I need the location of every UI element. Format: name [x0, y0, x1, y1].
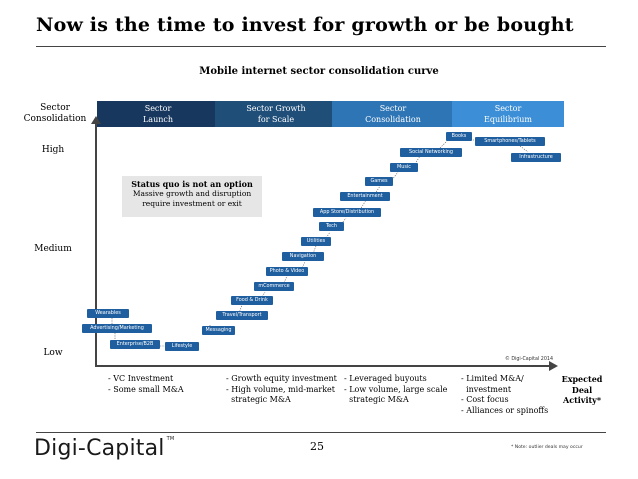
trademark: TM [166, 436, 175, 442]
note-line: - Some small M&A [108, 384, 184, 394]
status-heading: Status quo is not an option [131, 179, 253, 189]
note-line: - Leveraged buyouts [344, 374, 427, 383]
sector-enterprise-b2b: Enterprise/B2B [110, 340, 160, 349]
y-axis-line [95, 122, 97, 367]
sector-food-drink: Food & Drink [231, 296, 273, 305]
logo-text: Digi-Capital [34, 436, 165, 461]
sector-wearables: Wearables [87, 309, 129, 318]
sector-entertainment: Entertainment [340, 192, 390, 201]
sector-social-networking: Social Networking [400, 148, 462, 157]
sector-mcommerce: mCommerce [254, 282, 294, 291]
notes-growth: - Growth equity investment - High volume… [226, 374, 337, 406]
sector-smartphones-tablets: Smartphones/Tablets [475, 137, 545, 146]
sector-tech: Tech [319, 222, 344, 231]
y-axis-title: Sector Consolidation [23, 103, 87, 124]
status-callout: Status quo is not an option Massive grow… [122, 176, 262, 217]
phase-growth: Sector Growth for Scale [215, 101, 337, 127]
notes-consolidation: - Leveraged buyouts - Low volume, large … [344, 374, 447, 406]
note-line: - High volume, mid-market [226, 384, 335, 394]
x-axis-title: Expected Deal Activity* [561, 374, 603, 405]
notes-launch: - VC Investment - Some small M&A [108, 374, 184, 395]
x-axis-line [95, 365, 551, 367]
y-level-medium: Medium [34, 244, 72, 254]
note-line: investment [461, 384, 512, 394]
phase-equilibrium: Sector Equilibrium [452, 101, 564, 127]
sector-utilities: Utilities [301, 237, 331, 246]
y-level-low: Low [43, 348, 63, 358]
title-divider [36, 46, 606, 47]
phase-launch: Sector Launch [97, 101, 219, 127]
note-line: - Alliances or spinoffs [461, 405, 549, 415]
note-line: strategic M&A [344, 395, 409, 404]
sector-photo-video: Photo & Video [266, 267, 308, 276]
sector-games: Games [365, 177, 393, 186]
sector-lifestyle: Lifestyle [165, 342, 199, 351]
footer-divider [36, 432, 606, 433]
page-number: 25 [310, 440, 324, 453]
note-line: - Limited M&A/ [461, 374, 524, 383]
sector-infrastructure: Infrastructure [511, 153, 561, 162]
status-line-2: require investment or exit [142, 199, 242, 208]
sector-advertising-marketing: Advertising/Marketing [82, 324, 152, 333]
sector-messaging: Messaging [202, 326, 235, 335]
phase-consolidation: Sector Consolidation [332, 101, 454, 127]
company-logo: Digi-Capital TM [34, 436, 174, 461]
sector-travel-transport: Travel/Transport [216, 311, 268, 320]
x-axis-arrow-icon [549, 361, 558, 371]
status-line-1: Massive growth and disruption [132, 189, 252, 198]
page-title: Now is the time to invest for growth or … [36, 14, 574, 36]
sector-books: Books [446, 132, 472, 141]
y-axis-arrow-icon [91, 116, 101, 124]
note-line: - VC Investment [108, 374, 174, 383]
note-line: strategic M&A [226, 395, 291, 404]
sector-navigation: Navigation [282, 252, 324, 261]
note-line: - Cost focus [461, 395, 509, 404]
notes-equilibrium: - Limited M&A/ investment - Cost focus -… [461, 374, 548, 416]
footnote: * Note: outlier deals may occur [511, 445, 583, 450]
chart-subtitle: Mobile internet sector consolidation cur… [199, 66, 439, 77]
sector-app-store-distribution: App Store/Distribution [313, 208, 381, 217]
note-line: - Growth equity investment [226, 374, 337, 383]
y-level-high: High [41, 145, 65, 155]
copyright-text: © Digi-Capital 2014 [505, 357, 554, 362]
sector-music: Music [390, 163, 418, 172]
note-line: - Low volume, large scale [344, 384, 448, 394]
